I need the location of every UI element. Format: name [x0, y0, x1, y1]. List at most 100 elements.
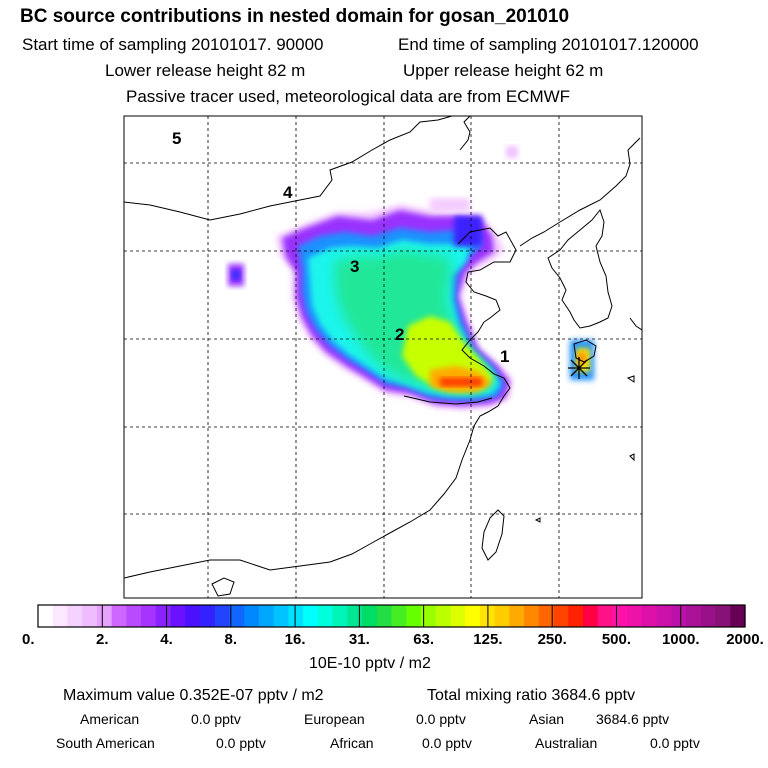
south-american-value: 0.0 pptv	[216, 735, 266, 751]
receptor-marker	[568, 357, 590, 379]
coastline-northchina	[124, 116, 453, 221]
coastline-japan	[629, 317, 642, 331]
australian-value: 0.0 pptv	[650, 735, 700, 751]
plume-patch-north	[430, 198, 470, 212]
colorbar-cell	[465, 605, 481, 627]
colorbar-tick-label: 4.	[160, 631, 173, 648]
colorbar-cell	[376, 605, 393, 627]
colorbar-frame	[37, 604, 746, 628]
colorbar-cell	[170, 605, 186, 627]
colorbar-tick-label: 31.	[348, 631, 370, 648]
colorbar-cell	[524, 605, 540, 627]
tracer-note-text: Passive tracer used, meteorological data…	[126, 87, 571, 106]
coastline-bohai	[457, 227, 517, 323]
colorbar-cell	[155, 605, 172, 627]
coastline-korea	[547, 208, 613, 329]
region-label-3: 3	[350, 257, 359, 276]
coastline-korea-north	[519, 137, 641, 247]
coastline-eastchina	[124, 321, 511, 579]
african-label: African	[330, 735, 374, 751]
end-time-text: End time of sampling 20101017.120000	[398, 35, 699, 54]
colorbar-cell	[597, 605, 614, 627]
colorbar-cell	[288, 605, 304, 627]
colorbar-cell	[214, 605, 231, 627]
colorbar-tick-label: 2.	[96, 631, 109, 648]
total-mixing-ratio-text: Total mixing ratio 3684.6 pptv	[427, 687, 636, 704]
colorbar-cell	[553, 605, 569, 627]
colorbar-cell	[96, 605, 113, 627]
colorbar	[37, 604, 746, 628]
south-american-label: South American	[56, 735, 155, 751]
colorbar-cell	[317, 605, 334, 627]
colorbar-cell	[111, 605, 127, 627]
colorbar-cell	[715, 605, 731, 627]
colorbar-tick-label: 16.	[284, 631, 306, 648]
upper-release-text: Upper release height 62 m	[403, 61, 604, 80]
colorbar-cell	[362, 605, 378, 627]
receptor-plume-hot	[578, 352, 586, 364]
map-frame	[123, 115, 643, 599]
colorbar-cell	[391, 605, 407, 627]
colorbar-cell	[730, 605, 746, 627]
island-ryukyu-1	[626, 375, 635, 383]
american-label: American	[80, 711, 140, 727]
coastline-jeju	[573, 339, 597, 363]
colorbar-cell	[686, 605, 702, 627]
colorbar-cell	[38, 605, 54, 627]
colorbar-cell	[67, 605, 83, 627]
region-label-5: 5	[172, 129, 181, 148]
colorbar-cell	[406, 605, 422, 627]
colorbar-cell	[538, 605, 555, 627]
colorbar-cell	[420, 605, 437, 627]
colorbar-cell	[568, 605, 584, 627]
colorbar-tick-label: 63.	[413, 631, 435, 648]
colorbar-cell	[494, 605, 510, 627]
colorbar-tick-marks	[101, 605, 682, 627]
coastline-northeast	[459, 116, 471, 151]
colorbar-cell	[185, 605, 201, 627]
european-label: European	[304, 711, 365, 727]
map-grid	[124, 116, 642, 598]
region-label-1: 1	[500, 347, 509, 366]
colorbar-cell	[656, 605, 672, 627]
colorbar-cell	[229, 605, 245, 627]
coastline-taiwan	[481, 509, 505, 561]
chart-title: BC source contributions in nested domain…	[20, 6, 570, 27]
colorbar-cell	[509, 605, 525, 627]
asian-value: 3684.6 pptv	[596, 711, 670, 727]
asian-label: Asian	[529, 711, 565, 727]
river-yangtze	[403, 395, 493, 405]
colorbar-cell	[582, 605, 599, 627]
maximum-value-text: Maximum value 0.352E-07 pptv / m2	[63, 687, 324, 704]
colorbar-cell	[627, 605, 643, 627]
coastlines	[124, 116, 642, 597]
star-icon-arm	[570, 359, 588, 377]
colorbar-unit-label: 10E-10 pptv / m2	[309, 655, 431, 672]
plume-field	[228, 146, 594, 410]
colorbar-tick-label: 8.	[224, 631, 238, 648]
island-ryukyu-3	[534, 517, 541, 523]
colorbar-cell	[671, 605, 687, 627]
coastline-hainan	[211, 577, 235, 597]
plume-core-red	[440, 378, 482, 386]
colorbar-tick-label: 0.	[22, 631, 35, 648]
colorbar-cell	[126, 605, 142, 627]
colorbar-tick-label: 1000.	[661, 631, 700, 648]
colorbar-cell	[641, 605, 658, 627]
plume-patch-west-core	[232, 270, 240, 280]
colorbar-cell	[200, 605, 216, 627]
african-value: 0.0 pptv	[422, 735, 472, 751]
colorbar-cell	[273, 605, 289, 627]
region-labels: 1 2 3 4 5	[172, 129, 509, 366]
colorbar-cell	[244, 605, 260, 627]
colorbar-cell	[700, 605, 717, 627]
colorbar-tick-label: 125.	[473, 631, 503, 648]
colorbar-cell	[141, 605, 157, 627]
lower-release-text: Lower release height 82 m	[105, 61, 306, 80]
colorbar-tick-label: 250.	[537, 631, 567, 648]
colorbar-cell	[52, 605, 69, 627]
island-ryukyu-2	[629, 453, 635, 462]
american-value: 0.0 pptv	[191, 711, 241, 727]
european-value: 0.0 pptv	[416, 711, 466, 727]
